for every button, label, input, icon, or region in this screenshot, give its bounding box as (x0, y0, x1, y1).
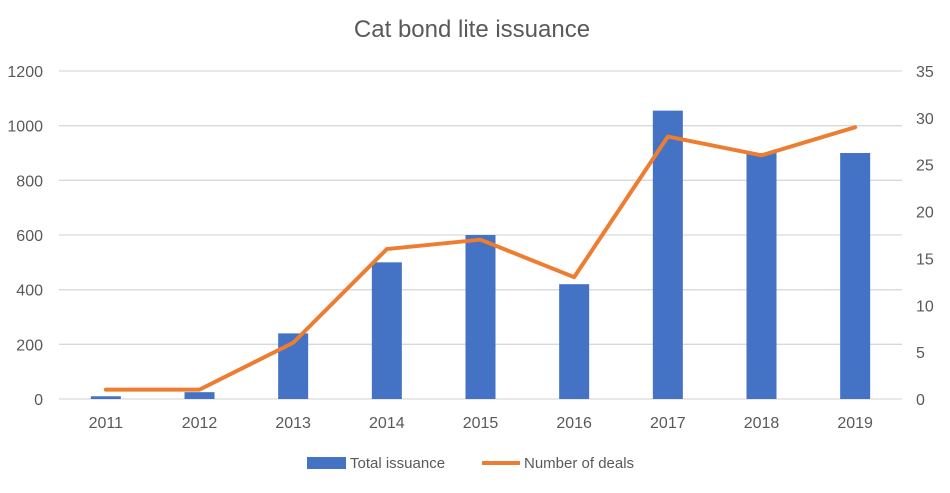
x-tick-label: 2019 (837, 415, 873, 432)
legend-label-number-of-deals: Number of deals (524, 455, 634, 472)
chart-title: Cat bond lite issuance (354, 16, 590, 43)
right-tick-label: 35 (916, 64, 934, 81)
x-tick-label: 2012 (182, 415, 218, 432)
left-tick-label: 200 (16, 337, 43, 354)
right-tick-label: 10 (916, 298, 934, 315)
right-tick-label: 5 (916, 345, 925, 362)
x-tick-label: 2013 (275, 415, 311, 432)
x-tick-label: 2014 (369, 415, 405, 432)
left-axis-ticks: 0 200 400 600 800 1000 1200 (7, 64, 43, 409)
legend-label-total-issuance: Total issuance (350, 455, 445, 472)
x-tick-label: 2016 (556, 415, 592, 432)
x-tick-label: 2017 (650, 415, 686, 432)
left-tick-label: 0 (34, 392, 43, 409)
right-tick-label: 30 (916, 111, 934, 128)
bar (466, 235, 496, 399)
right-tick-label: 25 (916, 158, 934, 175)
x-tick-label: 2015 (463, 415, 499, 432)
x-axis-ticks: 2011 2012 2013 2014 2015 2016 2017 2018 2019 (89, 415, 873, 432)
bar (840, 153, 870, 399)
left-tick-label: 1200 (7, 64, 43, 81)
left-tick-label: 400 (16, 283, 43, 300)
right-tick-label: 20 (916, 205, 934, 222)
bar (91, 396, 121, 399)
left-tick-label: 800 (16, 173, 43, 190)
x-tick-label: 2018 (744, 415, 780, 432)
left-tick-label: 1000 (7, 119, 43, 136)
legend-swatch-total-issuance (307, 457, 346, 469)
right-tick-label: 15 (916, 251, 934, 268)
right-axis-ticks: 0 5 10 15 20 25 30 35 (916, 64, 934, 409)
bar (559, 284, 589, 399)
bar (747, 153, 777, 399)
legend: Total issuance Number of deals (307, 455, 634, 472)
bar (372, 262, 402, 399)
right-tick-label: 0 (916, 392, 925, 409)
left-tick-label: 600 (16, 228, 43, 245)
bar (185, 392, 215, 399)
x-tick-label: 2011 (89, 415, 124, 432)
